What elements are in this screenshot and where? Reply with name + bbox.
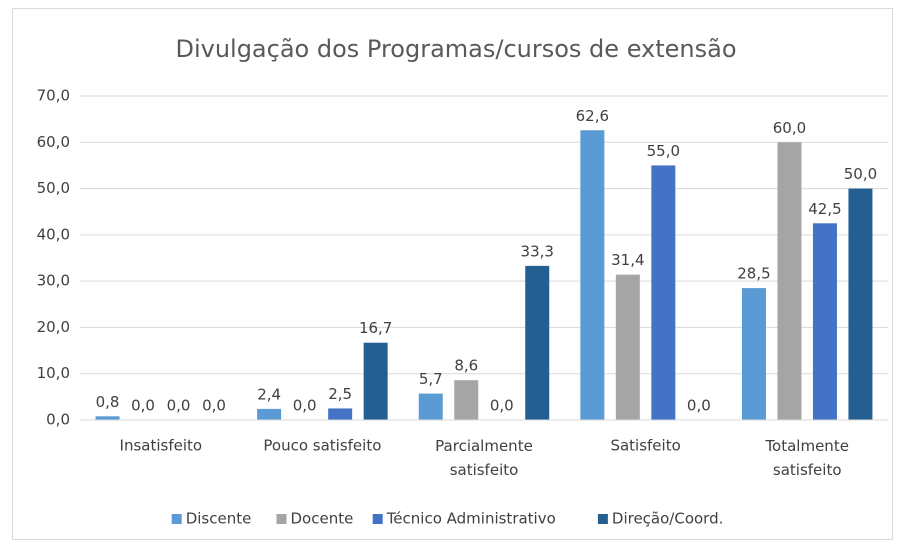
bar	[615, 274, 640, 420]
data-label: 0,0	[490, 397, 514, 415]
data-label: 31,4	[611, 251, 644, 269]
data-label: 2,5	[328, 385, 352, 403]
bar	[525, 265, 550, 420]
y-tick-label: 0,0	[46, 411, 70, 429]
data-label: 16,7	[359, 319, 392, 337]
legend-label: Direção/Coord.	[612, 510, 723, 528]
bar	[651, 165, 676, 420]
bar	[777, 142, 802, 421]
y-tick-label: 30,0	[37, 272, 70, 290]
y-tick-label: 60,0	[37, 133, 70, 151]
legend-label: Discente	[186, 510, 252, 528]
bar	[95, 416, 120, 420]
data-label: 0,0	[131, 397, 155, 415]
data-label: 42,5	[808, 200, 841, 218]
y-tick-label: 50,0	[37, 179, 70, 197]
bar	[848, 188, 873, 420]
data-label: 0,0	[687, 397, 711, 415]
bar	[328, 408, 353, 420]
legend-label: Técnico Administrativo	[386, 510, 556, 528]
data-label: 0,0	[167, 397, 191, 415]
bar	[812, 223, 837, 420]
data-label: 55,0	[647, 142, 680, 160]
data-label: 62,6	[576, 107, 609, 125]
data-label: 0,0	[202, 397, 226, 415]
data-label: 60,0	[773, 119, 806, 137]
data-label: 50,0	[844, 165, 877, 183]
chart-title: Divulgação dos Programas/cursos de exten…	[175, 35, 736, 63]
bar	[454, 380, 479, 420]
x-tick-label: Parcialmente satisfeito	[435, 437, 533, 479]
x-tick-label: Insatisfeito	[120, 437, 203, 455]
bar	[741, 288, 766, 420]
x-tick-label: Totalmente satisfeito	[764, 437, 849, 479]
legend-swatch	[276, 514, 287, 524]
data-label: 0,8	[96, 393, 120, 411]
legend-swatch	[597, 514, 608, 524]
bar	[418, 393, 443, 420]
x-tick-label: Pouco satisfeito	[263, 437, 381, 455]
bar	[257, 408, 282, 420]
data-label: 0,0	[293, 397, 317, 415]
data-label: 2,4	[257, 385, 281, 403]
data-label: 28,5	[737, 265, 770, 283]
bar	[363, 342, 388, 420]
bar	[580, 130, 605, 420]
x-tick-label: Satisfeito	[610, 437, 680, 455]
legend-swatch	[372, 514, 383, 524]
data-label: 33,3	[521, 242, 554, 260]
y-tick-label: 20,0	[37, 318, 70, 336]
legend-label: Docente	[291, 510, 354, 528]
data-label: 8,6	[454, 357, 478, 375]
y-tick-label: 40,0	[37, 225, 70, 243]
data-label: 5,7	[419, 370, 443, 388]
chart-border	[12, 8, 893, 540]
legend-swatch	[171, 514, 182, 524]
y-tick-label: 10,0	[37, 364, 70, 382]
y-tick-label: 70,0	[37, 87, 70, 105]
